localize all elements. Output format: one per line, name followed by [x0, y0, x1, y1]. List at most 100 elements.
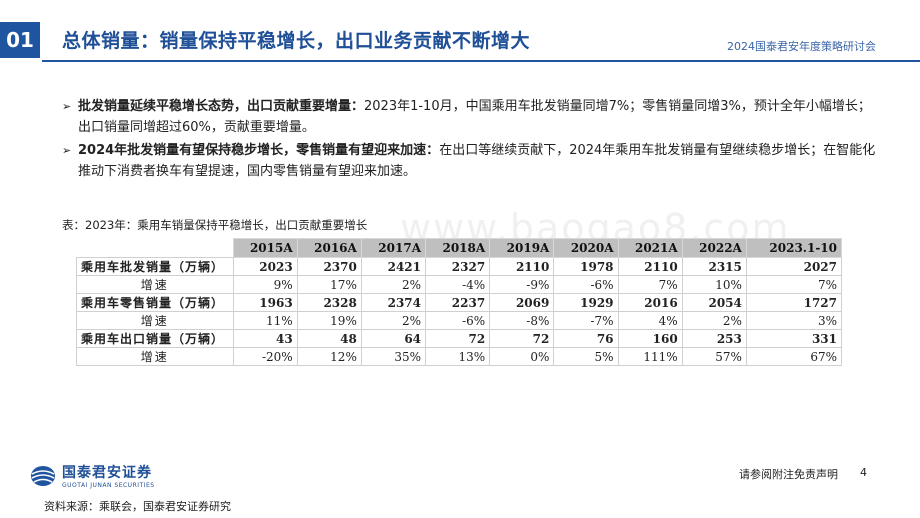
table-cell: 76	[553, 329, 619, 348]
column-header: 2017A	[360, 238, 427, 258]
table-cell: 2237	[425, 293, 491, 312]
table-cell: 2421	[360, 257, 427, 276]
table-cell: 9%	[232, 275, 298, 294]
bullet-heading: 2024年批发销量有望保持稳步增长，零售销量有望迎来加速：	[78, 143, 440, 158]
column-header: 2022A	[681, 238, 747, 258]
table-header-row: 2015A 2016A 2017A 2018A 2019A 2020A 2021…	[76, 238, 843, 258]
table-cell: 48	[296, 329, 362, 348]
table-cell: 2327	[425, 257, 491, 276]
table-cell: 4%	[617, 311, 683, 330]
globe-logo-icon	[30, 465, 56, 487]
table-cell: 2110	[489, 257, 555, 276]
table-cell: 160	[617, 329, 683, 348]
table-cell: 1727	[745, 293, 843, 312]
arrow-bullet-icon: ➢	[62, 100, 72, 113]
table-cell: 1978	[553, 257, 619, 276]
table-cell: 0%	[489, 347, 555, 366]
conference-label: 2024国泰君安年度策略研讨会	[727, 40, 876, 53]
column-header: 2018A	[425, 238, 491, 258]
table-cell: 7%	[617, 275, 683, 294]
table-cell: 10%	[681, 275, 747, 294]
table-cell: -4%	[425, 275, 491, 294]
column-header: 2023.1-10	[745, 238, 843, 258]
row-label: 增速	[76, 347, 234, 366]
column-header: 2019A	[489, 238, 555, 258]
table-cell: 2016	[617, 293, 683, 312]
slide-header: 01 总体销量：销量保持平稳增长，出口业务贡献不断增大 2024国泰君安年度策略…	[0, 0, 920, 64]
bullet-item: ➢ 批发销量延续平稳增长态势，出口贡献重要增量：2023年1-10月，中国乘用车…	[62, 96, 882, 138]
bullet-text: 在出口等继续贡献下，2024年乘用车批发销量有望继续稳步增长；在智能化推动下消费…	[78, 143, 876, 179]
table-cell: 72	[489, 329, 555, 348]
bullet-item: ➢ 2024年批发销量有望保持稳步增长，零售销量有望迎来加速：在出口等继续贡献下…	[62, 140, 882, 182]
arrow-bullet-icon: ➢	[62, 144, 72, 157]
table-row: 乘用车出口销量（万辆） 43 48 64 72 72 76 160 253 33…	[76, 329, 843, 348]
section-number: 01	[0, 22, 40, 58]
header-divider	[42, 60, 920, 62]
table-cell: 2%	[681, 311, 747, 330]
table-cell: 2110	[617, 257, 683, 276]
table-row: 增速 -20% 12% 35% 13% 0% 5% 111% 57% 67%	[76, 347, 843, 366]
table-row: 增速 9% 17% 2% -4% -9% -6% 7% 10% 7%	[76, 275, 843, 294]
table-cell: 35%	[360, 347, 427, 366]
table-cell: 72	[425, 329, 491, 348]
table-cell: 3%	[745, 311, 843, 330]
column-header: 2016A	[296, 238, 362, 258]
table-cell: 5%	[553, 347, 619, 366]
bullet-heading: 批发销量延续平稳增长态势，出口贡献重要增量：	[78, 99, 365, 114]
table-cell: 13%	[425, 347, 491, 366]
page-title: 总体销量：销量保持平稳增长，出口业务贡献不断增大	[62, 30, 531, 52]
table-cell: 2027	[745, 257, 843, 276]
table-cell: 2370	[296, 257, 362, 276]
table-cell: 2328	[296, 293, 362, 312]
table-cell: 19%	[296, 311, 362, 330]
table-cell: -8%	[489, 311, 555, 330]
table-cell: 12%	[296, 347, 362, 366]
column-header: 2015A	[232, 238, 298, 258]
row-label: 乘用车零售销量（万辆）	[76, 293, 234, 312]
company-logo: 国泰君安证券 GUOTAI JUNAN SECURITIES	[30, 462, 155, 489]
table-cell: 111%	[617, 347, 683, 366]
table-cell: -20%	[232, 347, 298, 366]
column-header: 2020A	[553, 238, 619, 258]
table-cell: -7%	[553, 311, 619, 330]
table-cell: 43	[232, 329, 298, 348]
table-cell: 57%	[681, 347, 747, 366]
logo-text: 国泰君安证券 GUOTAI JUNAN SECURITIES	[62, 462, 155, 489]
logo-name-cn: 国泰君安证券	[62, 465, 152, 481]
table-cell: 331	[745, 329, 843, 348]
table-cell: -6%	[553, 275, 619, 294]
source-note: 资料来源：乘联会，国泰君安证券研究	[44, 500, 231, 513]
table-row: 乘用车零售销量（万辆） 1963 2328 2374 2237 2069 192…	[76, 293, 843, 312]
table-cell: 2315	[681, 257, 747, 276]
table-cell: 2023	[232, 257, 298, 276]
table-cell: 2069	[489, 293, 555, 312]
table-caption: 表：2023年：乘用车销量保持平稳增长，出口贡献重要增长	[62, 218, 368, 232]
table-cell: 253	[681, 329, 747, 348]
table-cell: 64	[360, 329, 427, 348]
table-cell: -9%	[489, 275, 555, 294]
sales-table: 2015A 2016A 2017A 2018A 2019A 2020A 2021…	[76, 238, 843, 366]
bullet-list: ➢ 批发销量延续平稳增长态势，出口贡献重要增量：2023年1-10月，中国乘用车…	[62, 96, 882, 184]
header-corner	[76, 238, 233, 258]
table-cell: 2374	[360, 293, 427, 312]
row-label: 乘用车批发销量（万辆）	[76, 257, 234, 276]
row-label: 增速	[76, 275, 234, 294]
table-cell: 7%	[745, 275, 843, 294]
table-cell: 67%	[745, 347, 843, 366]
table-row: 增速 11% 19% 2% -6% -8% -7% 4% 2% 3%	[76, 311, 843, 330]
page-number: 4	[860, 466, 867, 479]
table-cell: 2%	[360, 311, 427, 330]
column-header: 2021A	[617, 238, 683, 258]
row-label: 增速	[76, 311, 234, 330]
row-label: 乘用车出口销量（万辆）	[76, 329, 234, 348]
table-cell: 1929	[553, 293, 619, 312]
table-cell: 11%	[232, 311, 298, 330]
table-cell: 17%	[296, 275, 362, 294]
table-cell: 2054	[681, 293, 747, 312]
table-cell: 1963	[232, 293, 298, 312]
disclaimer-link: 请参阅附注免责声明	[739, 468, 838, 481]
logo-name-en: GUOTAI JUNAN SECURITIES	[62, 482, 155, 489]
table-cell: 2%	[360, 275, 427, 294]
bullet-text: 2023年1-10月，中国乘用车批发销量同增7%；零售销量同增3%，预计全年小幅…	[78, 99, 871, 135]
table-cell: -6%	[425, 311, 491, 330]
